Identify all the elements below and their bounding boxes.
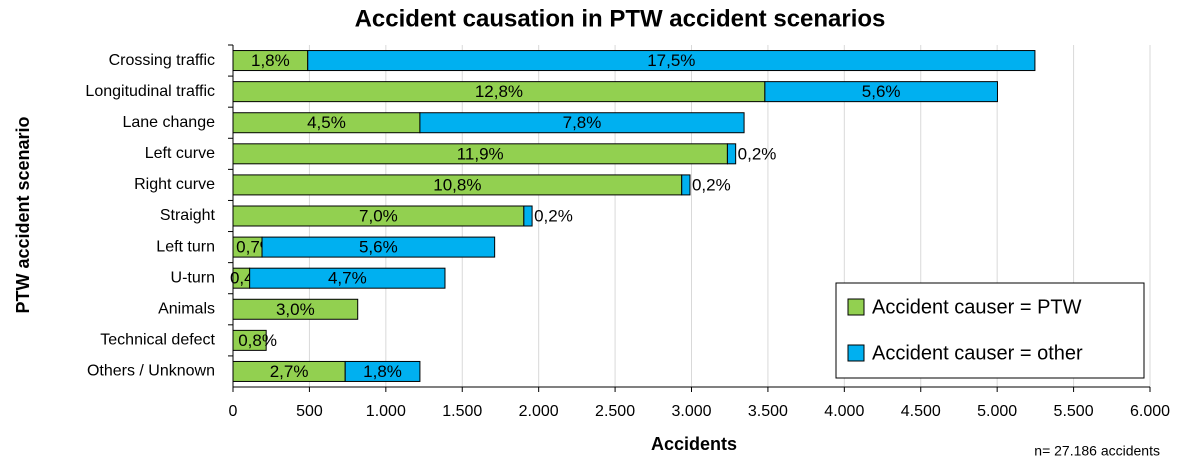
bar-segment — [232, 329, 267, 351]
x-tick-label: 6.000 — [1130, 403, 1170, 420]
x-tick-label: 0 — [229, 403, 238, 420]
data-label: 1,8% — [251, 51, 290, 70]
data-label: 0,2% — [692, 175, 731, 194]
x-tick-label: 2.000 — [519, 403, 559, 420]
x-tick-label: 4.000 — [824, 403, 864, 420]
data-label: 10,8% — [433, 175, 481, 194]
bar-segment — [764, 81, 998, 103]
data-label: 4,5% — [307, 113, 346, 132]
bar-segment — [681, 174, 691, 196]
x-tick-label: 3.000 — [671, 403, 711, 420]
legend-swatch — [847, 298, 865, 316]
data-label: 7,0% — [359, 206, 398, 225]
y-tick-label: Right curve — [134, 176, 215, 193]
bar-segment — [261, 236, 496, 258]
data-label: 7,8% — [563, 113, 602, 132]
data-label: 0,2% — [534, 206, 573, 225]
data-label: 4,7% — [328, 269, 367, 288]
data-label: 0,8% — [238, 331, 277, 350]
x-tick-label: 1.000 — [366, 403, 406, 420]
y-tick-label: Longitudinal traffic — [85, 83, 215, 100]
x-tick-label: 5.500 — [1054, 403, 1094, 420]
data-label: 0,2% — [738, 144, 777, 163]
chart-title: Accident causation in PTW accident scena… — [355, 5, 886, 32]
x-tick-label: 2.500 — [595, 403, 635, 420]
y-axis-title: PTW accident scenario — [13, 116, 33, 313]
bar-segment — [344, 360, 421, 382]
legend-label: Accident causer = other — [872, 342, 1083, 364]
y-tick-label: Left turn — [156, 238, 215, 255]
bar-segment — [307, 50, 1036, 72]
data-label: 1,8% — [363, 362, 402, 381]
y-tick-label: Crossing traffic — [109, 52, 215, 69]
data-label: 3,0% — [276, 300, 315, 319]
data-label: 17,5% — [647, 51, 695, 70]
x-tick-label: 500 — [296, 403, 323, 420]
legend-swatch — [847, 344, 865, 362]
legend-label: Accident causer = PTW — [872, 296, 1082, 318]
y-tick-label: U-turn — [171, 269, 215, 286]
bar-segment — [249, 267, 446, 289]
data-label: 5,6% — [359, 238, 398, 257]
bar-segment — [232, 298, 359, 320]
y-tick-label: Lane change — [122, 114, 215, 131]
x-tick-label: 3.500 — [748, 403, 788, 420]
x-axis-title: Accidents — [651, 434, 737, 454]
x-tick-label: 5.000 — [977, 403, 1017, 420]
x-tick-label: 4.500 — [901, 403, 941, 420]
legend-box — [835, 282, 1145, 379]
data-label: 5,6% — [862, 82, 901, 101]
annotation: n= 27.186 accidents — [1034, 443, 1160, 459]
data-label: 12,8% — [475, 82, 523, 101]
bar-segment — [726, 143, 737, 165]
data-label: 11,9% — [457, 144, 504, 163]
y-tick-label: Others / Unknown — [87, 363, 215, 380]
bar-segment — [419, 112, 745, 134]
bar-segment — [523, 205, 533, 227]
x-tick-label: 1.500 — [442, 403, 482, 420]
y-tick-label: Technical defect — [100, 332, 215, 349]
data-label: 2,7% — [270, 362, 309, 381]
y-tick-label: Straight — [160, 207, 216, 224]
y-tick-label: Left curve — [145, 145, 215, 162]
y-tick-label: Animals — [158, 300, 215, 317]
